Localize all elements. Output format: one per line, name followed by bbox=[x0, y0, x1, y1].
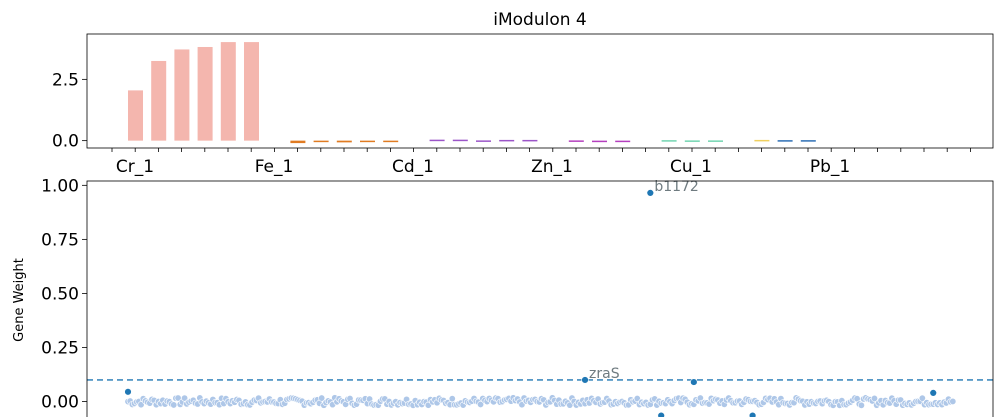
gene-point bbox=[318, 394, 326, 402]
bar bbox=[661, 140, 677, 142]
gene-point-highlighted bbox=[929, 389, 937, 397]
gene-point-highlighted bbox=[690, 378, 698, 386]
bar bbox=[499, 139, 515, 142]
bar bbox=[383, 140, 399, 143]
gene-point bbox=[949, 397, 957, 405]
bar bbox=[476, 140, 491, 142]
x-tick-label: Fe_1 bbox=[255, 157, 294, 177]
bar bbox=[708, 140, 723, 142]
gene-label: b1172 bbox=[654, 179, 699, 195]
bar-series bbox=[128, 42, 816, 144]
y-tick-label: 0.00 bbox=[41, 393, 79, 413]
scatter-chart-panel: Gene Weight b1172 zraS 0.00 0.25 0.50 0.75 1.… bbox=[12, 176, 994, 417]
bar bbox=[244, 42, 259, 141]
bar bbox=[592, 140, 607, 143]
bar bbox=[151, 60, 167, 141]
top-x-ticks: Cr_1 Fe_1 Cd_1 Zn_1 Cu_1 Pb_1 bbox=[111, 148, 971, 177]
y-tick-label: 0.0 bbox=[52, 132, 79, 152]
bar bbox=[336, 140, 352, 143]
top-axes-frame bbox=[86, 33, 994, 149]
bar bbox=[429, 139, 445, 142]
gene-point bbox=[170, 401, 178, 409]
gene-label: zraS bbox=[589, 366, 620, 382]
bar bbox=[800, 140, 816, 142]
gene-point bbox=[448, 395, 456, 403]
y-tick-label: 1.00 bbox=[41, 176, 79, 196]
bottom-y-ticks: 0.00 0.25 0.50 0.75 1.00 bbox=[41, 176, 87, 413]
bar bbox=[290, 140, 306, 144]
x-tick-label: Cr_1 bbox=[116, 157, 154, 177]
bar bbox=[360, 140, 375, 143]
y-tick-label: 0.50 bbox=[41, 284, 79, 304]
gene-point-highlighted bbox=[646, 189, 655, 197]
gene-points bbox=[124, 189, 957, 417]
gene-point-highlighted bbox=[657, 411, 665, 417]
bar bbox=[754, 139, 770, 142]
bar bbox=[777, 140, 793, 142]
x-tick-label: Cu_1 bbox=[670, 157, 712, 177]
y-tick-label: 0.25 bbox=[41, 338, 79, 358]
gene-point-highlighted bbox=[124, 388, 132, 396]
y-tick-label: 0.75 bbox=[41, 230, 79, 250]
gene-point-highlighted bbox=[581, 376, 589, 384]
bar bbox=[197, 46, 213, 141]
chart-title: iModulon 4 bbox=[493, 10, 586, 30]
bar bbox=[568, 140, 584, 142]
x-tick-label: Cd_1 bbox=[392, 157, 434, 177]
bar bbox=[615, 140, 631, 143]
threshold-lines bbox=[87, 379, 993, 381]
y-tick-label: 2.5 bbox=[52, 70, 79, 90]
top-y-ticks: 0.0 2.5 bbox=[52, 70, 87, 152]
bar-chart-panel: iModulon 4 0.0 2.5 Cr_1 Fe_1 Cd_1 Zn_1 Cu_1 Pb… bbox=[52, 10, 994, 177]
y-axis-label: Gene Weight bbox=[12, 258, 27, 342]
bar bbox=[522, 139, 538, 142]
gene-point bbox=[137, 401, 145, 409]
bar bbox=[452, 139, 468, 142]
gene-point bbox=[857, 401, 865, 409]
bottom-axes-frame bbox=[86, 180, 994, 417]
x-tick-label: Pb_1 bbox=[810, 157, 850, 177]
gene-annotations: b1172 zraS bbox=[589, 179, 699, 382]
gene-point-highlighted bbox=[748, 411, 757, 417]
gene-point bbox=[918, 394, 926, 402]
bar bbox=[684, 140, 700, 142]
gene-point bbox=[870, 394, 878, 402]
bar bbox=[220, 42, 236, 141]
bar bbox=[313, 140, 329, 143]
x-tick-label: Zn_1 bbox=[531, 157, 573, 177]
bar bbox=[128, 90, 143, 141]
bar bbox=[174, 49, 190, 141]
